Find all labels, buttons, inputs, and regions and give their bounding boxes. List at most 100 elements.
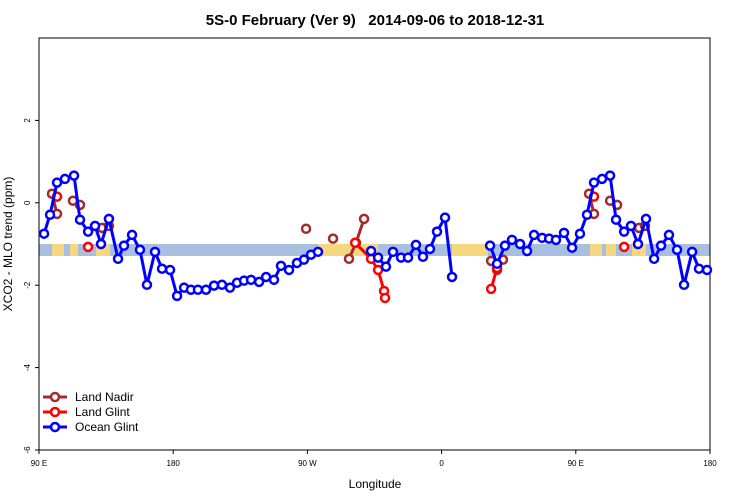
chart-title: 5S-0 February (Ver 9) 2014-09-06 to 2018… — [206, 12, 545, 29]
point — [596, 173, 608, 185]
point — [550, 234, 562, 246]
legend-label: Land Nadir — [75, 390, 134, 404]
point — [506, 234, 518, 246]
legend-label: Land Glint — [75, 405, 130, 419]
x-tick-label: 0 — [439, 459, 444, 468]
point — [402, 252, 414, 263]
point — [200, 284, 212, 295]
point — [693, 263, 705, 274]
point — [618, 226, 630, 237]
x-tick-label: 180 — [167, 459, 181, 468]
point — [417, 251, 429, 263]
x-tick-label: 90 E — [568, 459, 584, 468]
y-tick-label: 2 — [23, 118, 32, 123]
legend-marker — [49, 406, 61, 418]
point — [358, 213, 370, 225]
point — [558, 227, 570, 239]
point — [141, 279, 153, 291]
x-axis-label: Longitude — [349, 477, 402, 491]
point — [68, 170, 80, 181]
point — [126, 229, 138, 241]
y-tick-label: -2 — [23, 281, 32, 289]
point — [701, 264, 713, 276]
legend-marker — [49, 421, 61, 433]
point — [82, 241, 94, 253]
point — [312, 246, 324, 258]
point — [528, 229, 540, 241]
point — [588, 177, 600, 188]
point — [149, 246, 161, 258]
point — [59, 173, 71, 185]
series-line — [488, 173, 708, 286]
point — [380, 261, 392, 272]
point — [300, 223, 312, 235]
x-tick-label: 90 W — [298, 459, 317, 468]
point — [686, 246, 698, 258]
point — [171, 290, 183, 302]
point — [283, 264, 295, 276]
point — [671, 244, 683, 256]
point — [678, 279, 690, 291]
point — [521, 245, 533, 257]
y-tick-label: 0 — [23, 200, 32, 205]
point — [216, 279, 228, 291]
point — [327, 233, 339, 244]
point — [484, 240, 496, 251]
point — [298, 254, 310, 265]
point — [485, 283, 497, 295]
point — [156, 263, 168, 274]
point — [581, 209, 593, 220]
point — [95, 238, 107, 250]
point — [134, 244, 146, 256]
point — [268, 274, 280, 286]
point — [245, 274, 257, 286]
point — [632, 238, 644, 250]
y-tick-label: -6 — [23, 446, 32, 454]
point — [640, 213, 652, 225]
point — [618, 241, 630, 253]
plot-frame — [38, 37, 711, 451]
point — [118, 240, 130, 251]
x-tick-label: 180 — [703, 459, 717, 468]
point — [514, 238, 526, 250]
point — [499, 240, 511, 251]
point — [610, 214, 622, 225]
point — [431, 226, 443, 237]
point — [38, 228, 50, 239]
point — [372, 252, 384, 263]
point — [112, 253, 124, 265]
point — [387, 246, 399, 258]
point — [410, 239, 422, 251]
point — [74, 214, 86, 225]
point — [566, 242, 578, 253]
point — [439, 212, 451, 223]
point — [625, 220, 637, 232]
point — [343, 253, 355, 265]
point — [253, 276, 265, 288]
point — [491, 258, 503, 270]
point — [51, 177, 63, 188]
point — [574, 228, 586, 239]
point — [424, 243, 436, 255]
point — [82, 226, 94, 237]
point — [89, 220, 101, 232]
point — [164, 264, 176, 276]
point — [655, 240, 667, 251]
point — [379, 292, 391, 304]
point — [349, 237, 361, 249]
point — [44, 209, 56, 220]
point — [275, 260, 287, 272]
point — [103, 213, 115, 225]
point — [365, 245, 377, 257]
y-tick-label: -4 — [23, 363, 32, 371]
y-axis-label: XCO2 - MLO trend (ppm) — [1, 177, 15, 312]
point — [446, 271, 458, 283]
point — [663, 229, 675, 241]
point — [192, 284, 204, 295]
point — [648, 253, 660, 265]
x-tick-label: 90 E — [31, 459, 47, 468]
legend-label: Ocean Glint — [75, 420, 139, 434]
legend-marker — [49, 391, 61, 403]
point — [604, 170, 616, 181]
